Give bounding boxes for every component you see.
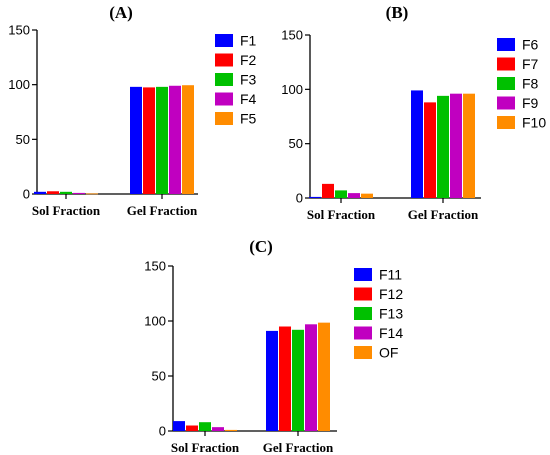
- bar-f12-gel-fraction: [279, 326, 291, 431]
- legend-swatch: [497, 116, 515, 129]
- bar-f8-sol-fraction: [335, 190, 347, 198]
- legend-swatch: [354, 287, 372, 301]
- legend-swatch: [215, 112, 233, 125]
- y-tick-label: 150: [281, 28, 303, 43]
- legend-label: F13: [379, 306, 403, 322]
- legend-label: F5: [240, 111, 257, 127]
- legend-swatch: [215, 34, 233, 47]
- y-tick-label: 0: [23, 187, 30, 202]
- x-category-label: Gel Fraction: [408, 207, 479, 222]
- legend-swatch: [354, 307, 372, 320]
- legend-swatch: [215, 53, 233, 67]
- bar-f8-gel-fraction: [437, 95, 449, 198]
- bar-f13-sol-fraction: [199, 422, 211, 431]
- legend-label: F8: [522, 76, 539, 92]
- bar-f10-sol-fraction: [361, 193, 373, 198]
- bar-f1-sol-fraction: [34, 191, 46, 194]
- bar-f2-gel-fraction: [143, 87, 155, 194]
- y-tick-label: 150: [144, 259, 166, 274]
- legend-swatch: [215, 92, 233, 106]
- panel-c: (C) 0 50 100 150 Sol Fraction Gel Fraction F11 F…: [144, 237, 403, 455]
- legend-label: F3: [240, 72, 257, 88]
- bar-f9-sol-fraction: [348, 193, 360, 198]
- y-tick-label: 50: [16, 132, 30, 147]
- legend-swatch: [497, 57, 515, 71]
- y-tick-label: 50: [152, 369, 166, 384]
- legend-label: F12: [379, 286, 403, 302]
- legend-swatch: [354, 268, 372, 281]
- legend-label: F10: [522, 115, 546, 131]
- bar-f11-gel-fraction: [266, 330, 278, 431]
- bar-f2-sol-fraction: [47, 191, 59, 194]
- y-tick-label: 100: [144, 314, 166, 329]
- bar-of-gel-fraction: [318, 322, 330, 431]
- legend-label: F2: [240, 52, 257, 68]
- bar-f5-sol-fraction: [86, 193, 98, 195]
- legend-swatch: [497, 38, 515, 51]
- bar-f1-gel-fraction: [130, 86, 142, 194]
- bar-f14-sol-fraction: [212, 427, 224, 431]
- y-tick-label: 100: [281, 82, 303, 97]
- bar-f6-sol-fraction: [309, 196, 321, 198]
- bar-f4-sol-fraction: [73, 192, 85, 194]
- x-category-label: Sol Fraction: [32, 203, 101, 218]
- y-tick-label: 0: [159, 424, 166, 439]
- bar-f12-sol-fraction: [186, 425, 198, 431]
- legend-swatch: [354, 326, 372, 340]
- y-tick-label: 100: [8, 77, 30, 92]
- bar-f3-gel-fraction: [156, 86, 168, 194]
- x-category-label: Gel Fraction: [127, 203, 198, 218]
- legend-swatch: [354, 346, 372, 359]
- legend-swatch: [497, 77, 515, 90]
- bar-f7-sol-fraction: [322, 183, 334, 198]
- x-category-label: Sol Fraction: [307, 207, 376, 222]
- legend-swatch: [497, 96, 515, 110]
- panel-b: (B) 0 50 100 150 Sol Fraction Gel Fraction F6 F7…: [281, 3, 546, 222]
- y-tick-label: 150: [8, 23, 30, 38]
- legend-swatch: [215, 73, 233, 86]
- legend-label: F11: [379, 267, 402, 283]
- panel-a: (A) 0 50 100 150 Sol Fraction Gel Fraction F1 F2…: [8, 3, 256, 218]
- bar-f14-gel-fraction: [305, 324, 317, 431]
- x-category-label: Sol Fraction: [171, 440, 240, 455]
- bar-f7-gel-fraction: [424, 102, 436, 198]
- bar-f10-gel-fraction: [463, 93, 475, 198]
- bar-f9-gel-fraction: [450, 93, 462, 198]
- y-tick-label: 50: [289, 136, 303, 151]
- y-tick-label: 0: [296, 191, 303, 206]
- legend-label: F9: [522, 95, 539, 111]
- legend-label: F1: [240, 33, 257, 49]
- bar-f11-sol-fraction: [173, 421, 185, 431]
- bar-f5-gel-fraction: [182, 85, 194, 194]
- bar-f4-gel-fraction: [169, 85, 181, 194]
- legend-label: OF: [379, 345, 398, 361]
- bar-f6-gel-fraction: [411, 90, 423, 198]
- legend-label: F4: [240, 91, 257, 107]
- legend-label: F14: [379, 325, 403, 341]
- legend-label: F6: [522, 37, 539, 53]
- legend-label: F7: [522, 56, 539, 72]
- chart-title: (C): [249, 237, 273, 256]
- chart-title: (A): [109, 3, 133, 22]
- x-category-label: Gel Fraction: [263, 440, 334, 455]
- chart-title: (B): [386, 3, 409, 22]
- bar-f3-sol-fraction: [60, 191, 72, 194]
- bar-of-sol-fraction: [225, 429, 237, 431]
- bar-f13-gel-fraction: [292, 329, 304, 431]
